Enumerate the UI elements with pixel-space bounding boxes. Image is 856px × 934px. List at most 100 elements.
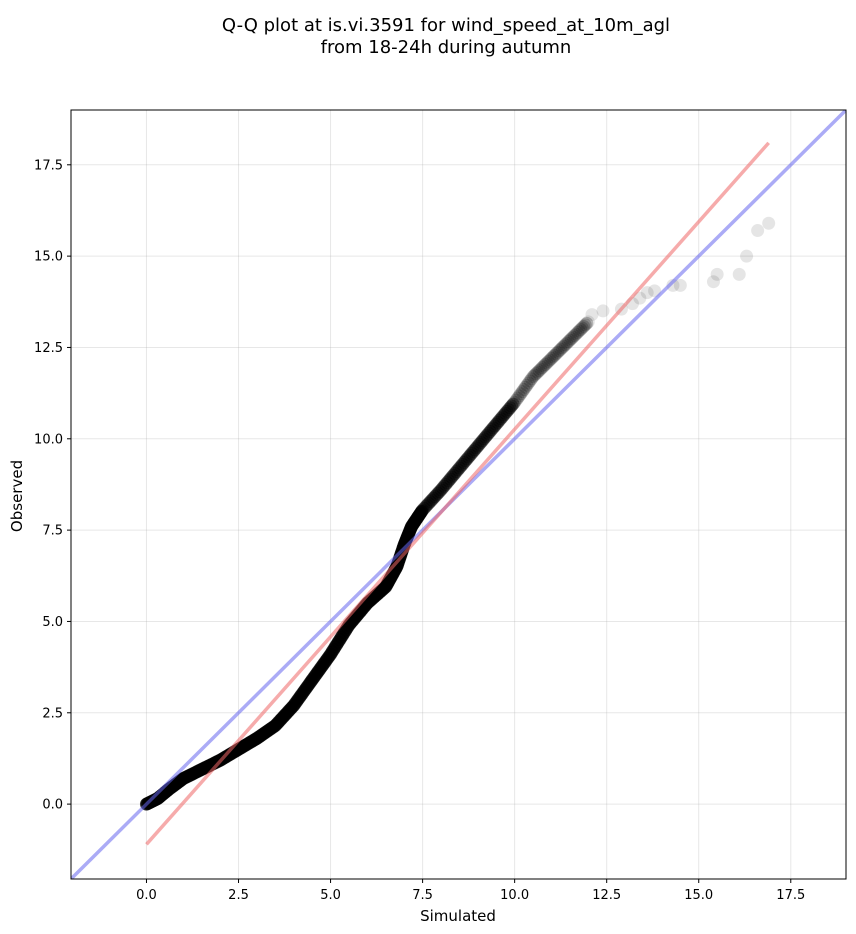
y-tick-label: 17.5 — [34, 158, 63, 173]
qq-point — [451, 463, 465, 477]
qq-point — [475, 434, 489, 448]
qq-point — [751, 224, 765, 238]
qq-point — [477, 432, 491, 446]
qq-point — [546, 350, 560, 364]
qq-point — [445, 470, 459, 484]
qq-point — [494, 412, 508, 426]
qq-point — [596, 304, 610, 318]
qq-point — [560, 336, 574, 350]
qq-point — [503, 401, 517, 415]
qq-point — [762, 216, 776, 230]
qq-point — [495, 410, 509, 424]
qq-point — [452, 461, 466, 475]
qq-point — [520, 378, 534, 392]
qq-point — [488, 419, 502, 433]
qq-point — [529, 367, 543, 381]
qq-point — [491, 415, 505, 429]
x-tick-label: 7.5 — [412, 888, 433, 903]
qq-point — [429, 488, 443, 502]
qq-point — [577, 319, 591, 333]
qq-point — [566, 330, 580, 344]
qq-point — [434, 483, 448, 497]
y-tick-label: 7.5 — [42, 524, 63, 539]
axis-ticks: 0.0 2.5 5.0 7.5 10.0 12.5 15.0 17.5 0.0 2.5 5.0 7.5… — [34, 158, 805, 903]
qq-point — [478, 430, 492, 444]
qq-point — [440, 476, 454, 490]
qq-point — [710, 267, 724, 281]
qq-point — [480, 428, 494, 442]
y-tick-label: 15.0 — [34, 250, 63, 265]
qq-point — [426, 491, 440, 505]
qq-point — [567, 329, 581, 343]
qq-point — [517, 382, 531, 396]
qq-point — [442, 474, 456, 488]
qq-point — [500, 404, 514, 418]
x-tick-label: 5.0 — [320, 888, 341, 903]
qq-point — [457, 456, 471, 470]
x-tick-label: 17.5 — [776, 888, 805, 903]
chart-title-line-2: from 18-24h during autumn — [321, 37, 572, 58]
qq-point — [492, 414, 506, 428]
qq-point — [506, 397, 520, 411]
y-tick-label: 5.0 — [42, 615, 63, 630]
qq-point — [571, 326, 585, 340]
qq-point — [509, 393, 523, 407]
qq-point — [460, 452, 474, 466]
qq-point — [471, 439, 485, 453]
qq-point — [557, 339, 571, 353]
qq-point — [558, 338, 572, 352]
y-axis-label: Observed — [8, 460, 26, 532]
qq-point — [512, 389, 526, 403]
qq-point — [436, 481, 450, 495]
qq-point — [485, 423, 499, 437]
qq-point — [554, 342, 568, 356]
plot-frame — [70, 109, 847, 880]
qq-point — [534, 362, 548, 376]
y-tick-label: 12.5 — [34, 341, 63, 356]
qq-point — [431, 486, 445, 500]
qq-point — [463, 448, 477, 462]
qq-point — [482, 426, 496, 440]
qq-point — [514, 387, 528, 401]
qq-point — [740, 249, 754, 263]
qq-point — [466, 445, 480, 459]
qq-point — [561, 335, 575, 349]
qq-point — [465, 446, 479, 460]
qq-point — [633, 291, 647, 305]
qq-point — [502, 403, 516, 417]
qq-point — [564, 332, 578, 346]
qq-point — [544, 351, 558, 365]
qq-point — [578, 318, 592, 332]
fit-line — [145, 141, 770, 846]
qq-point — [526, 370, 540, 384]
qq-point — [469, 441, 483, 455]
x-axis-label: Simulated — [420, 907, 496, 925]
qq-point — [483, 424, 497, 438]
qq-point — [489, 417, 503, 431]
qq-point — [428, 490, 442, 504]
qq-point — [474, 435, 488, 449]
qq-point — [535, 361, 549, 375]
qq-point — [543, 353, 557, 367]
qq-point — [443, 472, 457, 486]
qq-point — [420, 498, 434, 512]
qq-point — [455, 457, 469, 471]
x-tick-label: 0.0 — [136, 888, 157, 903]
x-tick-label: 10.0 — [500, 888, 529, 903]
qq-point — [581, 315, 595, 329]
qq-point — [574, 322, 588, 336]
qq-point — [532, 364, 546, 378]
qq-point — [531, 365, 545, 379]
qq-point — [555, 341, 569, 355]
qq-point — [551, 345, 565, 359]
qq-point — [549, 347, 563, 361]
qq-point — [498, 406, 512, 420]
qq-point — [518, 380, 532, 394]
qq-point — [666, 278, 680, 292]
qq-point — [462, 450, 476, 464]
qq-point — [505, 399, 519, 413]
qq-point — [580, 316, 594, 330]
qq-point — [732, 267, 746, 281]
qq-point — [446, 468, 460, 482]
